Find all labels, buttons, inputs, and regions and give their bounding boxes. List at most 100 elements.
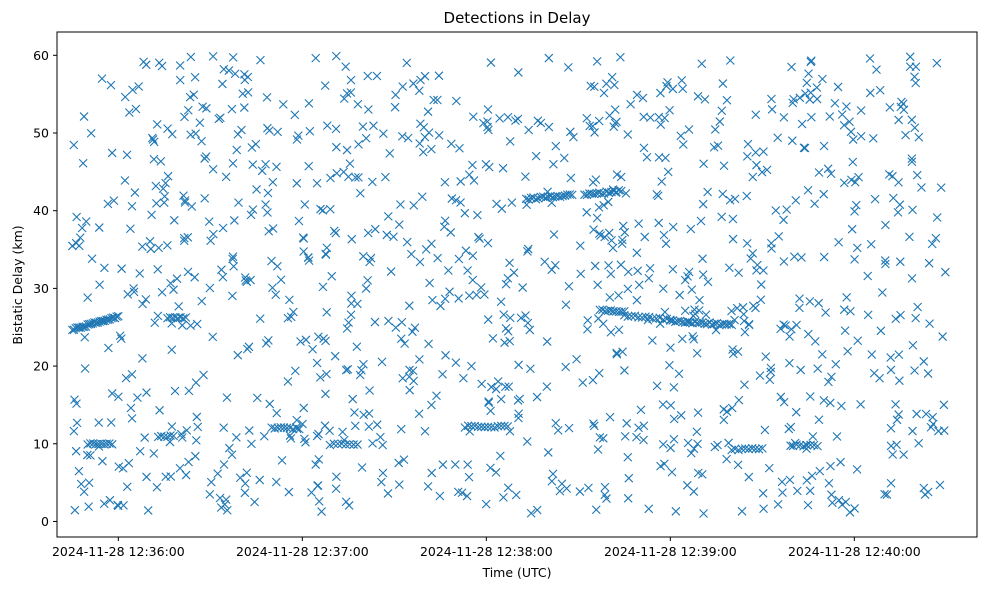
- detection-marker: [730, 444, 740, 454]
- detection-marker: [378, 440, 388, 450]
- detection-marker: [740, 444, 750, 453]
- detection-marker: [908, 426, 917, 436]
- detection-marker: [656, 120, 666, 129]
- detection-marker: [697, 59, 707, 69]
- detection-marker: [795, 294, 804, 303]
- detection-marker: [617, 239, 627, 249]
- detection-marker: [195, 118, 205, 128]
- detection-marker: [634, 219, 644, 228]
- detection-marker: [773, 133, 783, 143]
- x-tick-label: 2024-11-28 12:36:00: [52, 544, 185, 559]
- detection-marker: [682, 480, 692, 490]
- detection-marker: [742, 191, 752, 201]
- detection-marker: [728, 214, 738, 224]
- detection-marker: [740, 380, 749, 390]
- detection-marker: [752, 265, 761, 275]
- detection-marker: [882, 490, 892, 499]
- detection-marker: [414, 409, 424, 419]
- detection-marker: [676, 410, 686, 420]
- detection-marker: [675, 316, 685, 326]
- detection-marker: [907, 273, 917, 283]
- detection-marker: [678, 140, 688, 149]
- detection-marker: [227, 450, 237, 460]
- detection-marker: [105, 439, 114, 448]
- detection-marker: [615, 52, 625, 62]
- detection-marker: [543, 448, 553, 457]
- detection-marker: [796, 365, 806, 375]
- detection-marker: [491, 384, 501, 394]
- detection-marker: [261, 200, 271, 209]
- detection-marker: [447, 194, 457, 203]
- detection-marker: [601, 79, 611, 89]
- detection-marker: [751, 110, 761, 120]
- detection-marker: [839, 120, 849, 130]
- detection-marker: [473, 422, 483, 432]
- detection-marker: [222, 505, 232, 515]
- detection-marker: [852, 243, 862, 253]
- detection-marker: [107, 313, 116, 323]
- detection-marker: [113, 501, 123, 511]
- detection-marker: [805, 296, 815, 306]
- detection-marker: [190, 72, 200, 82]
- detection-marker: [730, 315, 739, 325]
- detection-marker: [405, 385, 415, 395]
- detection-marker: [320, 421, 330, 431]
- detection-marker: [699, 509, 708, 518]
- detection-marker: [868, 134, 878, 143]
- detection-marker: [140, 433, 150, 442]
- detection-marker: [434, 71, 444, 81]
- detection-marker: [95, 280, 104, 290]
- detection-marker: [542, 337, 552, 346]
- detection-marker: [719, 404, 729, 414]
- detection-marker: [683, 272, 692, 281]
- detection-marker: [83, 293, 93, 302]
- detection-marker: [744, 444, 754, 454]
- detection-marker: [154, 58, 164, 68]
- detection-marker: [710, 319, 719, 329]
- detection-marker: [757, 443, 767, 453]
- detection-marker: [665, 315, 675, 325]
- detection-marker: [436, 301, 445, 311]
- detection-marker: [106, 418, 116, 427]
- detection-marker: [271, 477, 281, 487]
- detection-marker: [810, 199, 819, 209]
- detection-marker: [149, 154, 159, 164]
- detection-marker: [842, 292, 852, 302]
- detection-marker: [938, 332, 948, 341]
- detection-marker: [764, 463, 774, 473]
- detection-marker: [547, 476, 557, 486]
- detection-marker: [686, 448, 696, 458]
- y-axis: 0 10 20 30 40 50 60: [33, 48, 57, 529]
- detection-marker: [375, 432, 385, 442]
- detection-marker: [476, 422, 486, 432]
- detection-marker: [329, 439, 339, 449]
- detection-marker: [352, 342, 362, 352]
- detection-marker: [268, 177, 278, 187]
- detection-marker: [619, 306, 629, 316]
- detection-marker: [759, 266, 768, 275]
- detection-marker: [787, 62, 796, 72]
- detection-marker: [819, 189, 829, 199]
- detection-marker: [69, 426, 79, 436]
- detection-marker: [806, 440, 815, 450]
- detection-marker: [674, 369, 684, 379]
- detection-marker: [233, 129, 243, 139]
- detection-marker: [551, 141, 561, 151]
- detection-marker: [809, 440, 819, 450]
- detection-marker: [214, 114, 224, 124]
- detection-marker: [344, 501, 354, 510]
- detection-marker: [107, 439, 117, 449]
- y-tick-label: 0: [41, 514, 49, 529]
- detection-marker: [550, 260, 560, 270]
- detection-marker: [606, 327, 616, 337]
- detection-marker: [113, 392, 123, 402]
- detection-marker: [925, 319, 934, 328]
- detection-marker: [766, 367, 776, 377]
- detection-marker: [299, 247, 309, 256]
- detection-marker: [184, 386, 194, 396]
- detection-marker: [496, 297, 506, 307]
- detection-marker: [639, 143, 649, 153]
- detection-marker: [227, 291, 237, 301]
- detection-marker: [285, 431, 295, 440]
- detection-marker: [311, 460, 321, 469]
